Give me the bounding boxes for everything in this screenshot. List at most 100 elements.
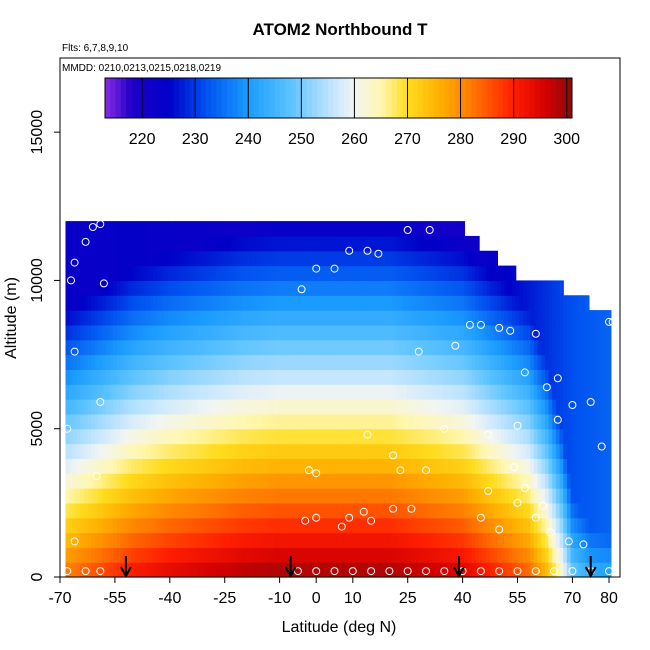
colorbar-segment: [189, 78, 196, 118]
heatmap-cell: [325, 428, 330, 445]
heatmap-cell: [252, 250, 257, 267]
heatmap-cell: [109, 280, 114, 296]
heatmap-cell: [314, 502, 319, 519]
heatmap-cell: [468, 280, 473, 296]
heatmap-cell: [156, 339, 162, 356]
heatmap-cell: [438, 443, 444, 459]
heatmap-cell: [468, 532, 473, 548]
heatmap-cell: [435, 310, 440, 326]
heatmap-cell: [211, 562, 217, 578]
sample-point: [312, 567, 321, 576]
heatmap-cell: [416, 369, 422, 385]
heatmap-cell: [442, 532, 447, 548]
heatmap-cell: [581, 354, 586, 370]
heatmap-cell: [127, 384, 132, 400]
heatmap-cell: [299, 517, 304, 534]
heatmap-cell: [501, 532, 506, 548]
heatmap-cell: [555, 399, 561, 415]
heatmap-cell: [274, 532, 279, 548]
heatmap-cell: [102, 517, 107, 534]
heatmap-cell: [178, 428, 184, 445]
heatmap-cell: [350, 354, 356, 370]
heatmap-cell: [215, 458, 220, 474]
heatmap-cell: [211, 369, 217, 385]
heatmap-cell: [252, 428, 257, 445]
heatmap-cell: [87, 369, 92, 385]
heatmap-cell: [167, 488, 173, 504]
heatmap-cell: [592, 517, 597, 534]
heatmap-cell: [413, 221, 418, 237]
heatmap-cell: [156, 354, 162, 370]
heatmap-cell: [189, 458, 195, 474]
heatmap-cell: [193, 250, 198, 267]
heatmap-cell: [281, 547, 286, 563]
heatmap-cell: [570, 458, 575, 474]
heatmap-cell: [383, 458, 389, 474]
heatmap-cell: [120, 354, 125, 370]
heatmap-cell: [226, 265, 231, 282]
heatmap-cell: [427, 399, 433, 415]
heatmap-cell: [358, 235, 363, 252]
heatmap-cell: [574, 384, 579, 400]
heatmap-cell: [98, 265, 103, 282]
heatmap-cell: [87, 250, 92, 267]
heatmap-cell: [266, 517, 272, 534]
heatmap-cell: [526, 310, 531, 326]
heatmap-cell: [200, 547, 206, 563]
heatmap-cell: [504, 502, 509, 519]
heatmap-cell: [332, 221, 337, 237]
heatmap-cell: [329, 532, 334, 548]
heatmap-cell: [211, 280, 217, 296]
heatmap-cell: [519, 310, 524, 326]
heatmap-cell: [559, 458, 564, 474]
heatmap-cell: [109, 384, 114, 400]
heatmap-cell: [189, 295, 195, 311]
heatmap-cell: [131, 280, 136, 296]
heatmap-cell: [296, 369, 301, 385]
heatmap-cell: [105, 399, 111, 415]
heatmap-cell: [69, 221, 74, 237]
heatmap-cell: [566, 458, 572, 474]
heatmap-cell: [65, 502, 70, 519]
sample-point: [403, 567, 412, 576]
heatmap-cell: [402, 517, 407, 534]
heatmap-cell: [72, 339, 78, 356]
heatmap-cell: [149, 235, 154, 252]
sample-point: [312, 469, 321, 478]
heatmap-cell: [409, 502, 414, 519]
heatmap-cell: [581, 517, 586, 534]
heatmap-cell: [336, 532, 341, 548]
heatmap-cell: [372, 221, 378, 237]
heatmap-cell: [149, 295, 154, 311]
heatmap-cell: [321, 221, 326, 237]
heatmap-cell: [164, 443, 169, 459]
heatmap-cell: [409, 488, 414, 504]
heatmap-cell: [533, 562, 539, 578]
heatmap-cell: [314, 250, 319, 267]
heatmap-cell: [343, 295, 348, 311]
heatmap-cell: [387, 280, 392, 296]
heatmap-cell: [446, 473, 451, 489]
heatmap-cell: [468, 310, 473, 326]
heatmap-cell: [259, 502, 264, 519]
heatmap-cell: [416, 562, 422, 578]
heatmap-cell: [544, 488, 550, 504]
heatmap-cell: [120, 399, 125, 415]
heatmap-cell: [380, 502, 385, 519]
heatmap-cell: [501, 458, 506, 474]
heatmap-cell: [380, 221, 385, 237]
heatmap-cell: [222, 250, 228, 267]
sample-point: [579, 540, 588, 549]
heatmap-cell: [91, 235, 96, 252]
sample-point: [389, 504, 398, 513]
heatmap-cell: [530, 413, 535, 430]
heatmap-cell: [244, 280, 250, 296]
sample-point: [476, 513, 485, 522]
heatmap-cell: [533, 354, 539, 370]
heatmap-cell: [329, 280, 334, 296]
heatmap-cell: [244, 339, 250, 356]
heatmap-cell: [365, 443, 370, 459]
heatmap-cell: [325, 221, 330, 237]
heatmap-cell: [241, 384, 246, 400]
heatmap-cell: [259, 295, 264, 311]
